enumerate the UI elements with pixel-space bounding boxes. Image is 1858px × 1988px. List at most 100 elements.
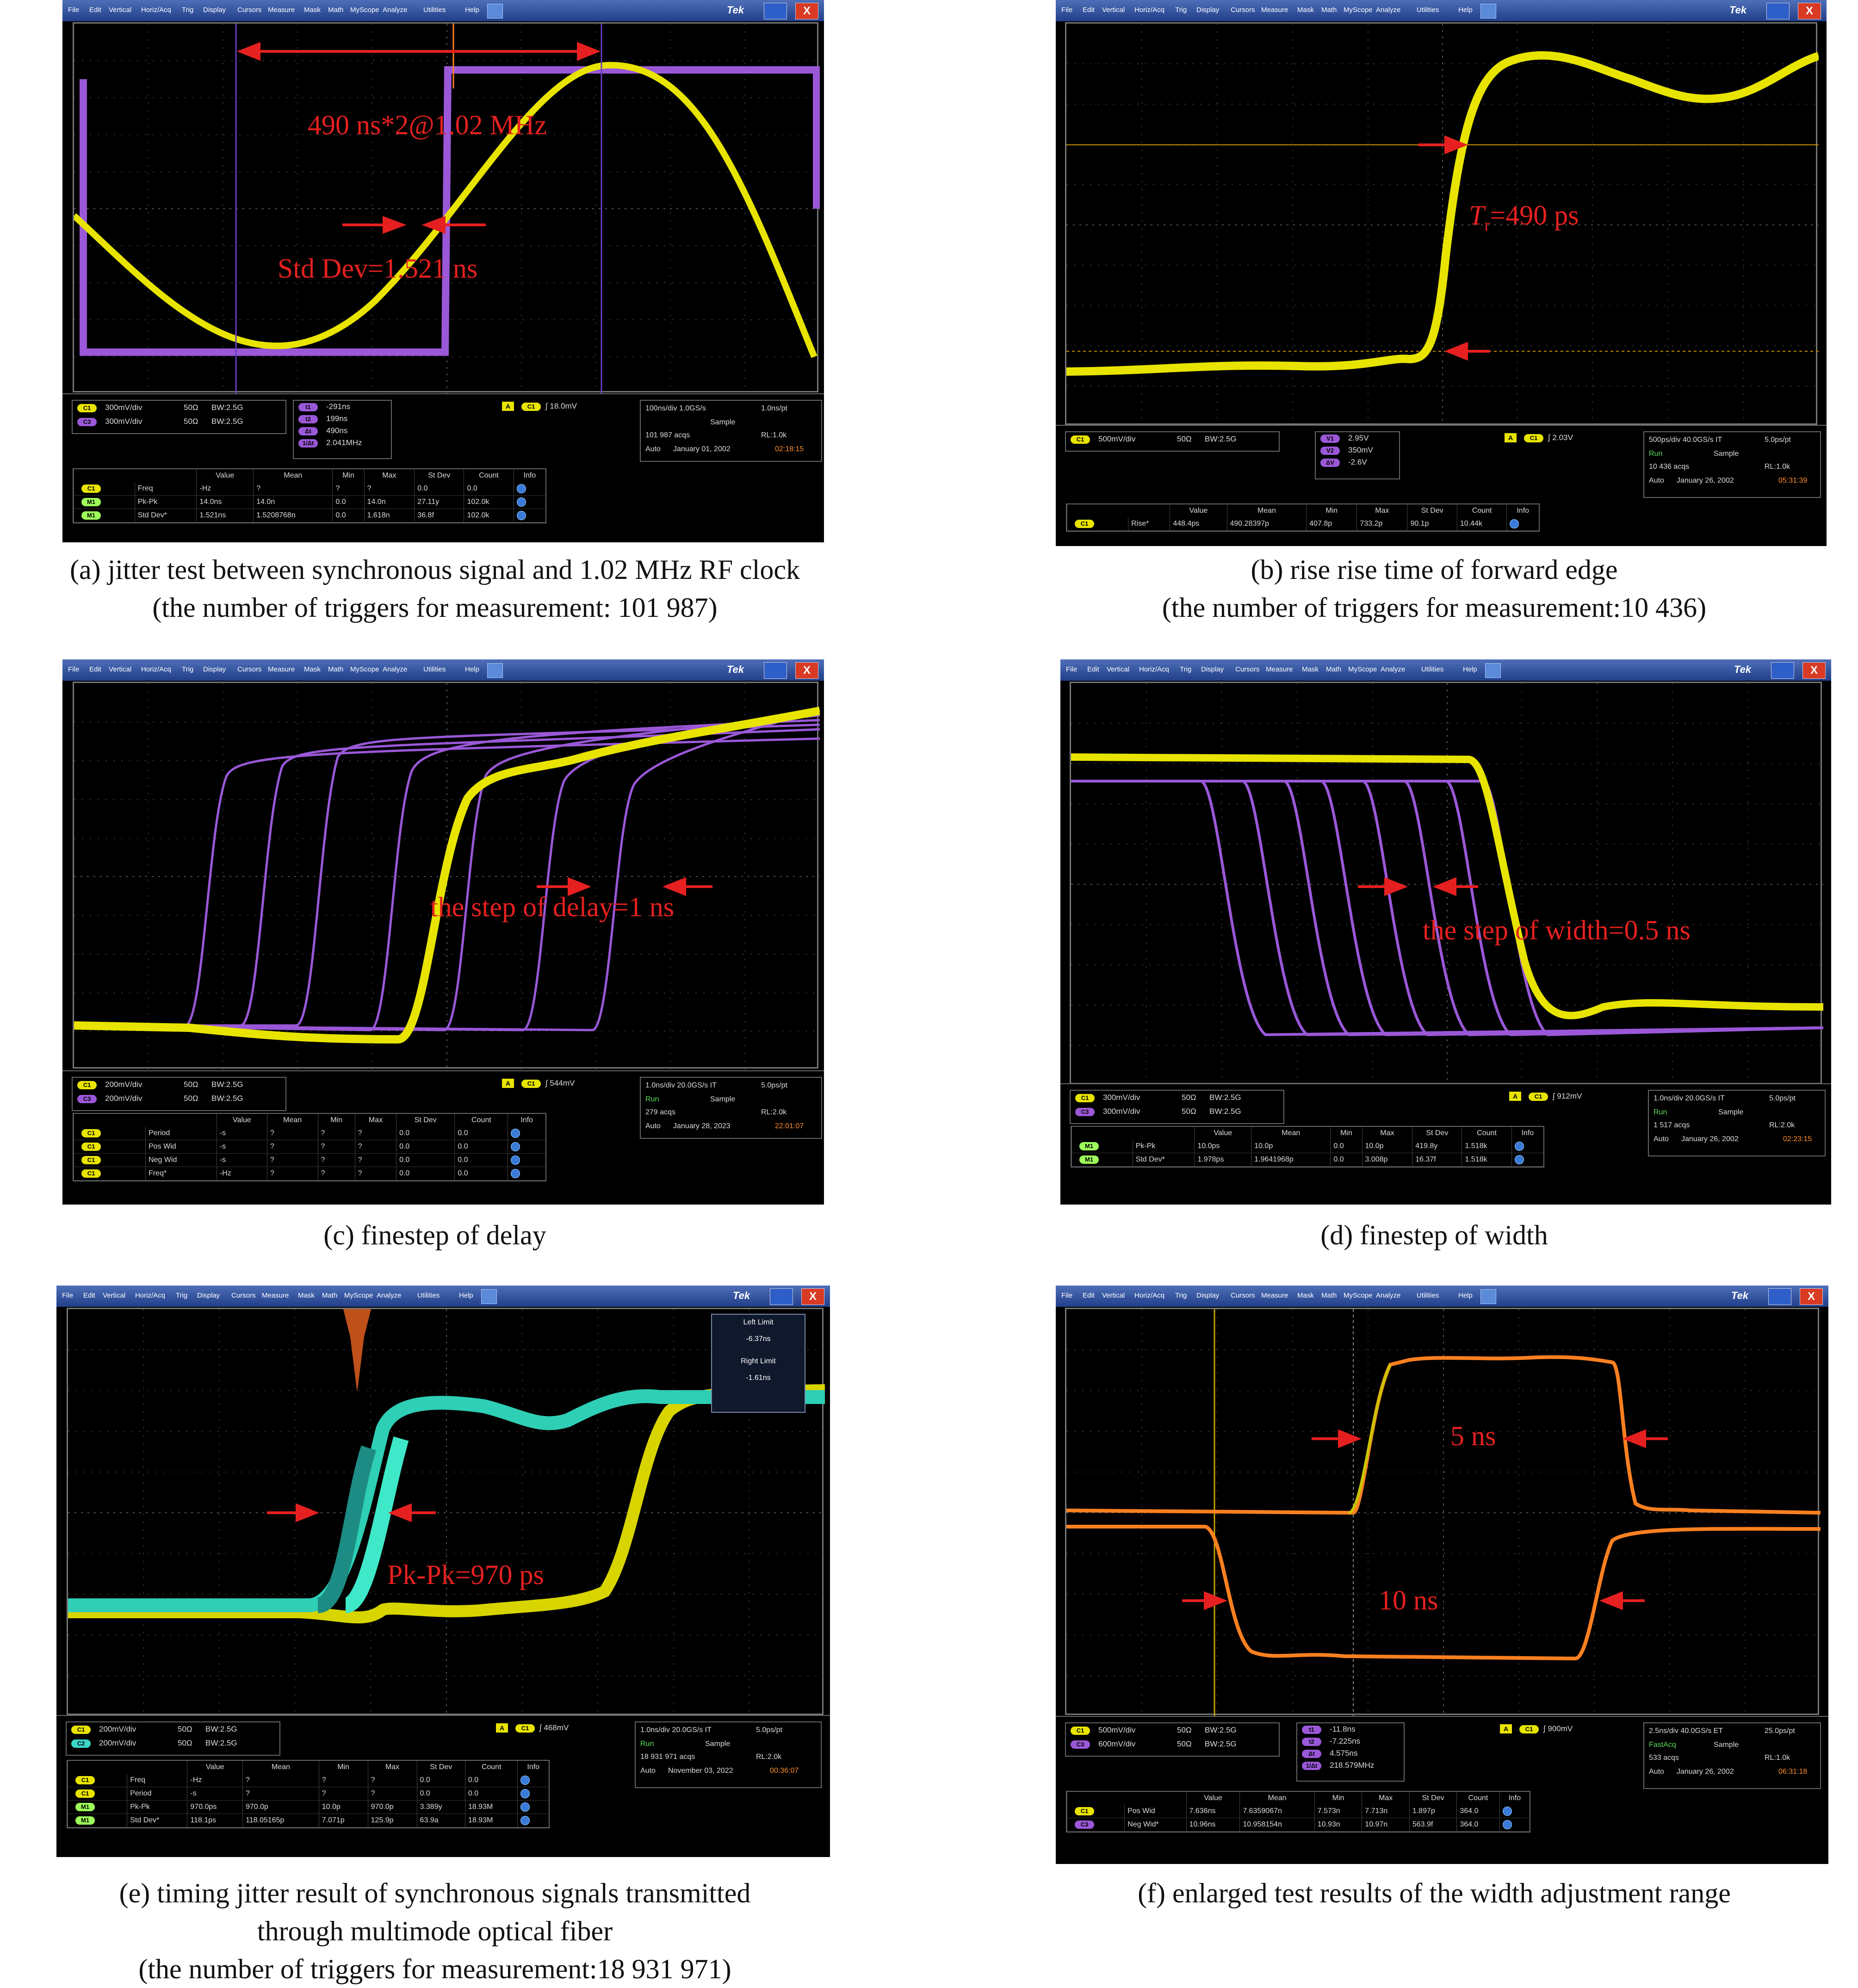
menu-item-file[interactable]: File (1061, 1292, 1073, 1299)
menu-item-cursors[interactable]: Cursors (237, 6, 262, 14)
info-icon[interactable] (520, 1802, 530, 1812)
menu-item-utilities[interactable]: Utilities (1421, 665, 1444, 673)
menu-item-horizacq[interactable]: Horiz/Acq (141, 665, 172, 673)
menu-item-math[interactable]: Math (322, 1292, 338, 1299)
table-row[interactable]: M1 Std Dev* 118.1ps 118.05165p 7.071p 125.9p 6… (67, 1814, 549, 1827)
menu-item-edit[interactable]: Edit (89, 6, 101, 14)
menu-item-myscope[interactable]: MyScope (1344, 6, 1373, 14)
info-icon[interactable] (516, 484, 526, 493)
menu-item-analyze[interactable]: Analyze (1376, 1292, 1401, 1299)
menu-item-analyze[interactable]: Analyze (383, 665, 408, 673)
menu-item-myscope[interactable]: MyScope (1344, 1292, 1373, 1299)
menu-item-trig[interactable]: Trig (1175, 1292, 1187, 1299)
waveform-display[interactable]: the step of delay=1 ns (73, 682, 820, 1070)
menu-item-display[interactable]: Display (1196, 1292, 1220, 1299)
info-icon[interactable] (511, 1129, 520, 1138)
menu-item-math[interactable]: Math (1321, 6, 1337, 14)
menu-item-utilities[interactable]: Utilities (1417, 1292, 1439, 1299)
menu-item-myscope[interactable]: MyScope (344, 1292, 373, 1299)
chevron-down-icon[interactable] (487, 663, 503, 678)
menu-item-math[interactable]: Math (328, 6, 344, 14)
menu-item-measure[interactable]: Measure (268, 6, 295, 14)
menu-item-utilities[interactable]: Utilities (423, 6, 446, 14)
info-icon[interactable] (520, 1816, 530, 1825)
menu-item-measure[interactable]: Measure (1266, 665, 1293, 673)
table-row[interactable]: C1 Rise* 448.4ps 490.28397p 407.8p 733.2p 90.1… (1066, 517, 1539, 531)
menu-item-math[interactable]: Math (1321, 1292, 1337, 1299)
menu-item-cursors[interactable]: Cursors (1231, 6, 1255, 14)
menu-item-mask[interactable]: Mask (298, 1292, 315, 1299)
channel-row[interactable]: C3 300mV/div 50Ω BW:2.5G (73, 415, 285, 429)
menu-item-edit[interactable]: Edit (1087, 665, 1099, 673)
minimize-button[interactable] (1766, 3, 1790, 19)
menu-item-edit[interactable]: Edit (1083, 1292, 1095, 1299)
channel-row[interactable]: C3 300mV/div 50Ω BW:2.5G (1071, 1105, 1283, 1118)
table-row[interactable]: C3 Neg Wid* 10.96ns 10.958154n 10.93n 10.97n 5… (1066, 1818, 1530, 1832)
table-row[interactable]: M1 Pk-Pk 14.0ns 14.0n 0.0 14.0n 27.11y 102.0k (74, 495, 545, 509)
menu-item-mask[interactable]: Mask (1297, 6, 1314, 14)
menu-item-vertical[interactable]: Vertical (1102, 1292, 1125, 1299)
menu-item-help[interactable]: Help (459, 1292, 473, 1299)
menu-item-vertical[interactable]: Vertical (1107, 665, 1130, 673)
menu-item-help[interactable]: Help (1458, 1292, 1473, 1299)
table-row[interactable]: C1 Period -s??? 0.0 0.0 (67, 1787, 549, 1801)
close-button[interactable]: X (795, 662, 818, 679)
menu-item-utilities[interactable]: Utilities (423, 665, 446, 673)
info-icon[interactable] (1510, 519, 1519, 528)
table-row[interactable]: C1 Neg Wid -s??? 0.0 0.0 (73, 1153, 545, 1167)
menu-item-vertical[interactable]: Vertical (1102, 6, 1125, 14)
menu-item-file[interactable]: File (68, 665, 80, 673)
menu-item-file[interactable]: File (62, 1292, 74, 1299)
chevron-down-icon[interactable] (1485, 663, 1501, 678)
menu-item-mask[interactable]: Mask (1297, 1292, 1314, 1299)
waveform-display[interactable]: 490 ns*2@1.02 MHz Std Dev=1.521 ns (73, 22, 820, 394)
info-icon[interactable] (511, 1169, 520, 1178)
channel-row[interactable]: C2 200mV/div 50Ω BW:2.5G (67, 1736, 279, 1750)
menu-item-file[interactable]: File (68, 6, 80, 14)
menu-item-mask[interactable]: Mask (1302, 665, 1319, 673)
minimize-button[interactable] (764, 3, 787, 19)
info-icon[interactable] (520, 1789, 530, 1798)
close-button[interactable]: X (801, 1288, 824, 1305)
menu-item-utilities[interactable]: Utilities (417, 1292, 440, 1299)
info-icon[interactable] (520, 1776, 530, 1785)
menu-item-myscope[interactable]: MyScope (350, 6, 379, 14)
chevron-down-icon[interactable] (1480, 1289, 1496, 1304)
info-icon[interactable] (1502, 1807, 1512, 1816)
menu-item-cursors[interactable]: Cursors (1235, 665, 1260, 673)
menu-item-mask[interactable]: Mask (304, 665, 321, 673)
info-icon[interactable] (511, 1156, 520, 1165)
channel-row[interactable]: C3 200mV/div 50Ω BW:2.5G (73, 1092, 285, 1106)
channel-row[interactable]: C3 600mV/div 50Ω BW:2.5G (1066, 1737, 1279, 1751)
close-button[interactable]: X (795, 3, 818, 19)
close-button[interactable]: X (1798, 3, 1821, 19)
info-icon[interactable] (1514, 1142, 1524, 1151)
table-row[interactable]: C1 Freq -Hz??? 0.0 0.0 (74, 482, 545, 496)
menu-item-mask[interactable]: Mask (304, 6, 321, 14)
channel-row[interactable]: C1 200mV/div 50Ω BW:2.5G (73, 1078, 285, 1092)
menu-item-help[interactable]: Help (465, 6, 479, 14)
menu-item-horizacq[interactable]: Horiz/Acq (135, 1292, 166, 1299)
info-icon[interactable] (511, 1142, 520, 1151)
channel-row[interactable]: C1 300mV/div 50Ω BW:2.5G (1071, 1091, 1283, 1105)
close-button[interactable]: X (1800, 1288, 1823, 1305)
menu-item-file[interactable]: File (1061, 6, 1073, 14)
menu-item-analyze[interactable]: Analyze (1376, 6, 1401, 14)
menu-item-myscope[interactable]: MyScope (350, 665, 379, 673)
menu-item-horizacq[interactable]: Horiz/Acq (1139, 665, 1170, 673)
close-button[interactable]: X (1802, 662, 1826, 679)
table-row[interactable]: C1 Freq -Hz??? 0.0 0.0 (67, 1774, 549, 1787)
menu-item-display[interactable]: Display (203, 6, 226, 14)
menu-item-analyze[interactable]: Analyze (1381, 665, 1406, 673)
table-row[interactable]: C1 Freq* -Hz??? 0.0 0.0 (73, 1167, 545, 1180)
menu-item-math[interactable]: Math (1326, 665, 1342, 673)
chevron-down-icon[interactable] (481, 1289, 497, 1304)
menu-item-horizacq[interactable]: Horiz/Acq (1134, 1292, 1165, 1299)
menu-item-edit[interactable]: Edit (83, 1292, 95, 1299)
chevron-down-icon[interactable] (1480, 4, 1496, 19)
menu-item-trig[interactable]: Trig (182, 665, 194, 673)
menu-item-display[interactable]: Display (1201, 665, 1224, 673)
table-row[interactable]: M1 Std Dev* 1.521ns 1.5208768n 0.0 1.618n 36.8… (74, 509, 545, 522)
channel-row[interactable]: C1 500mV/div 50Ω BW:2.5G (1066, 1723, 1279, 1737)
menu-item-edit[interactable]: Edit (1083, 6, 1095, 14)
